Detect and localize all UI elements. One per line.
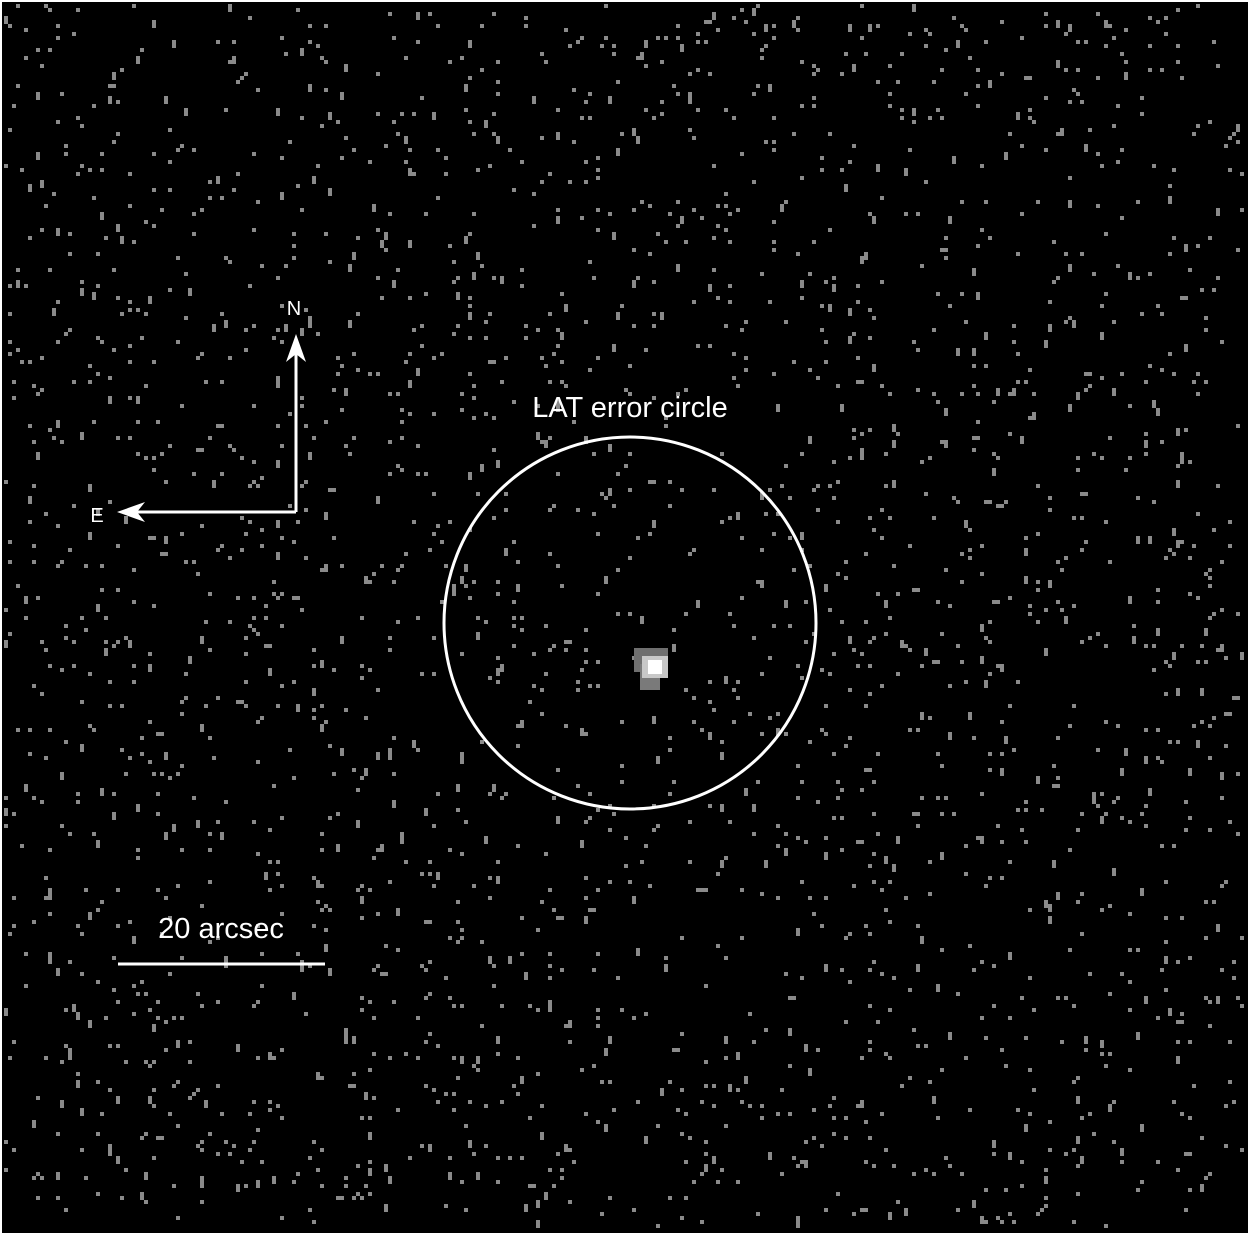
east-label: E	[90, 505, 103, 527]
page: LAT error circle N E 20 arcsec (() => { …	[0, 0, 1250, 1235]
background	[2, 2, 1248, 1233]
circle-label: LAT error circle	[532, 392, 728, 424]
scale-label: 20 arcsec	[158, 913, 284, 945]
source-peak	[648, 660, 662, 674]
north-label: N	[287, 298, 301, 320]
sky-image: LAT error circle N E 20 arcsec	[0, 0, 1250, 1235]
